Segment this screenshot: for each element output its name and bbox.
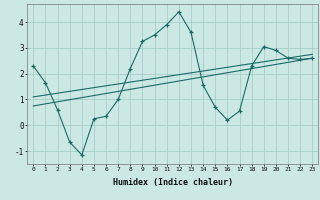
X-axis label: Humidex (Indice chaleur): Humidex (Indice chaleur) [113,178,233,187]
